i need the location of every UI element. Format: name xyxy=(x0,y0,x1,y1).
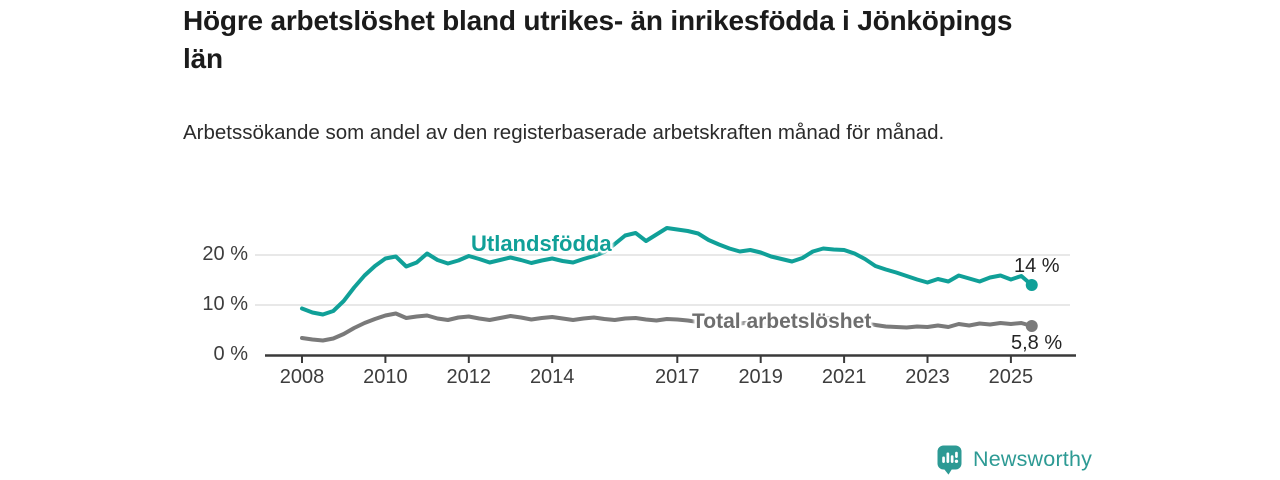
x-axis-label-2008: 2008 xyxy=(279,366,325,388)
chart-title: Högre arbetslöshet bland utrikes- än inr… xyxy=(183,5,1013,74)
newsworthy-logo: Newsworthy xyxy=(936,444,1092,475)
y-axis-label-10: 10 % xyxy=(202,293,248,315)
x-axis-label-2023: 2023 xyxy=(905,366,950,388)
x-axis-label-2019: 2019 xyxy=(738,366,783,388)
line-utlandsf-dda xyxy=(300,226,1034,317)
end-value-utlandsfodda: 14 % xyxy=(1014,255,1060,277)
series-label-utlandsfodda: Utlandsfödda xyxy=(471,231,612,256)
x-axis-label-2025: 2025 xyxy=(988,366,1034,388)
bar-chart-speech-bubble-icon xyxy=(937,445,962,475)
end-dot xyxy=(1025,279,1038,291)
series-label-total-arbetsloshet: Total arbetslöshet xyxy=(692,310,872,333)
y-axis-label-0: 0 % xyxy=(213,343,248,365)
x-axis-label-2017: 2017 xyxy=(655,366,700,388)
x-axis-label-2014: 2014 xyxy=(529,366,575,388)
line-total-arbetsl-shet xyxy=(300,311,1034,343)
end-dot xyxy=(1025,320,1038,332)
x-axis-label-2010: 2010 xyxy=(363,366,408,388)
end-value-total-arbetsloshet: 5,8 % xyxy=(1011,332,1063,354)
x-axis-label-2021: 2021 xyxy=(821,366,867,388)
x-axis-label-2012: 2012 xyxy=(446,366,492,388)
y-axis-label-20: 20 % xyxy=(202,243,248,265)
newsworthy-logo-text: Newsworthy xyxy=(973,447,1093,471)
chart-subtitle: Arbetssökande som andel av den registerb… xyxy=(183,121,945,144)
